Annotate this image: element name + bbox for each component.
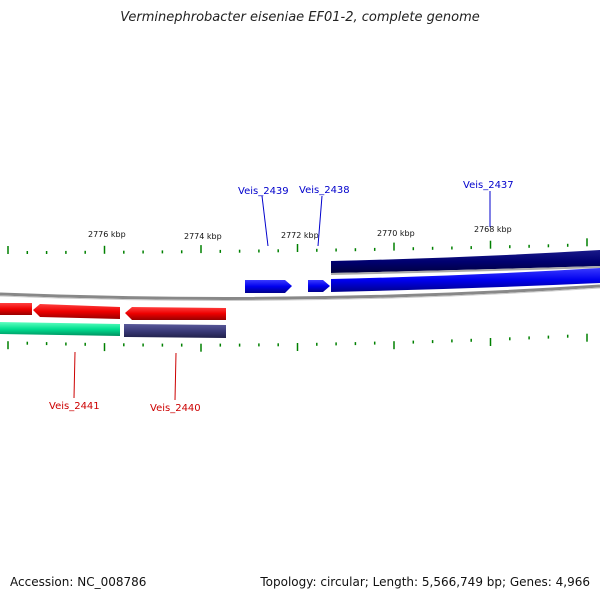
gene-feature-veis-2437-outer-shadow xyxy=(331,266,600,275)
genome-backbone xyxy=(0,284,600,300)
gene-feature-veis-2441-a[interactable] xyxy=(0,303,32,315)
gene-feature-veis-2438[interactable] xyxy=(308,280,330,292)
gene-feature-veis-2437-outer[interactable] xyxy=(331,250,600,273)
tick-label-2768: 2768 kbp xyxy=(474,225,512,234)
gene-feature-veis-2440-inner[interactable] xyxy=(124,324,226,338)
accession-text: Accession: NC_008786 xyxy=(10,575,147,589)
tick-label-2774: 2774 kbp xyxy=(184,232,222,241)
scale-ticks-outer xyxy=(7,238,588,254)
tick-label-2770: 2770 kbp xyxy=(377,229,415,238)
gene-label-veis-2441[interactable]: Veis_2441 xyxy=(49,401,100,412)
gene-label-veis-2440[interactable]: Veis_2440 xyxy=(150,403,201,414)
rna-feature-green[interactable] xyxy=(0,322,120,336)
gene-label-veis-2438[interactable]: Veis_2438 xyxy=(299,185,350,196)
page-title: Verminephrobacter eiseniae EF01-2, compl… xyxy=(120,10,480,25)
scale-ticks-inner xyxy=(7,333,588,352)
gene-label-veis-2439[interactable]: Veis_2439 xyxy=(238,186,289,197)
tick-label-2776: 2776 kbp xyxy=(88,230,126,239)
callout-line-veis-2441 xyxy=(73,351,76,399)
callout-line-veis-2439 xyxy=(261,195,269,247)
callout-line-veis-2440 xyxy=(174,352,177,401)
gene-feature-veis-2437[interactable] xyxy=(331,268,600,292)
tick-label-2772: 2772 kbp xyxy=(281,231,319,240)
gene-feature-veis-2441[interactable] xyxy=(33,304,120,319)
callout-line-veis-2438 xyxy=(317,195,323,247)
gene-feature-veis-2440[interactable] xyxy=(125,307,226,320)
genome-summary-text: Topology: circular; Length: 5,566,749 bp… xyxy=(260,575,590,589)
gene-feature-veis-2439[interactable] xyxy=(245,280,292,293)
gene-label-veis-2437[interactable]: Veis_2437 xyxy=(463,180,514,191)
genome-backbone-highlight xyxy=(0,287,600,301)
